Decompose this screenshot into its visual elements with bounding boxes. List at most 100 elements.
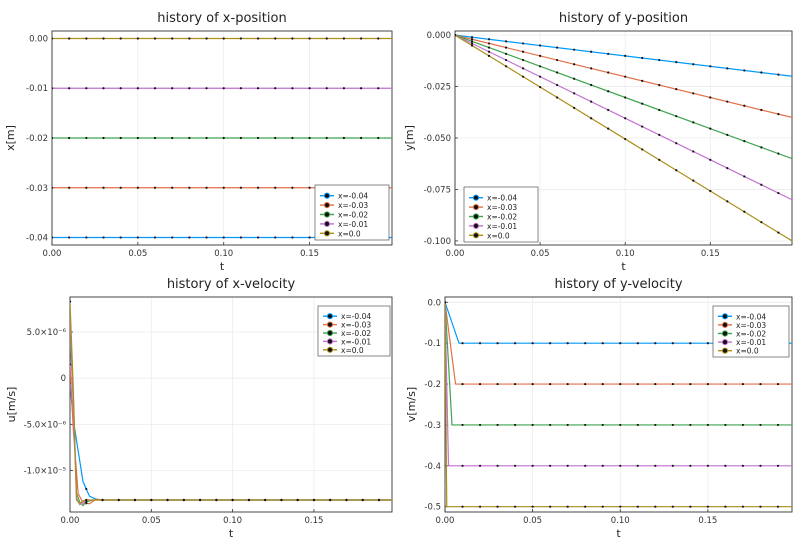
data-point — [607, 127, 610, 130]
data-point — [759, 464, 762, 467]
data-point — [85, 186, 88, 189]
data-point — [345, 498, 348, 502]
data-point — [359, 37, 363, 40]
data-point — [68, 87, 71, 90]
series-line-x=0.0 — [445, 302, 792, 508]
data-point — [359, 136, 363, 140]
data-point — [150, 498, 153, 502]
legend-label: x=-0.01 — [341, 337, 371, 346]
data-point — [760, 183, 763, 186]
legend-marker — [326, 338, 334, 345]
y-tick-label: -0.02 — [26, 134, 48, 144]
data-point — [573, 92, 576, 95]
data-point — [325, 37, 328, 40]
x-tick-label: 0.10 — [214, 249, 233, 259]
data-point — [601, 342, 604, 345]
y-axis-label: x[m] — [4, 125, 17, 151]
x-tick-label: 0.00 — [61, 516, 80, 526]
data-point — [188, 236, 191, 239]
y-tick-label: 0.0 — [427, 298, 441, 308]
data-point — [706, 464, 709, 467]
data-point — [743, 175, 746, 178]
legend: x=-0.04x=-0.03x=-0.02x=-0.01x=0.0 — [317, 305, 391, 357]
data-point — [619, 342, 622, 345]
legend-marker — [323, 192, 331, 199]
legend: x=-0.04x=-0.03x=-0.02x=-0.01x=0.0 — [712, 305, 790, 358]
data-point — [470, 44, 474, 47]
legend-label: x=-0.03 — [736, 321, 766, 330]
data-point — [478, 342, 482, 345]
series-line-x=0.0 — [455, 34, 792, 242]
data-point — [573, 106, 576, 109]
data-point — [539, 75, 542, 78]
data-point — [136, 136, 139, 140]
data-point — [726, 200, 729, 203]
data-point — [85, 500, 88, 503]
legend-label: x=-0.02 — [341, 329, 371, 338]
x-axis-label: t — [616, 527, 621, 540]
data-point — [566, 382, 569, 386]
series-line-x=-0.03 — [455, 34, 792, 119]
x-tick-label: 0.10 — [616, 249, 635, 259]
series-line-x=-0.02 — [70, 336, 392, 507]
data-point — [601, 464, 604, 467]
data-point — [496, 505, 499, 508]
data-point — [308, 37, 311, 40]
data-point — [504, 65, 508, 68]
data-point — [624, 54, 627, 58]
data-point — [689, 505, 692, 508]
legend-marker — [472, 194, 480, 201]
data-point — [689, 423, 692, 427]
data-point — [777, 191, 780, 195]
data-point — [692, 92, 695, 95]
legend: x=-0.04x=-0.03x=-0.02x=-0.01x=0.0 — [314, 184, 390, 241]
data-point — [556, 46, 559, 49]
data-point — [709, 65, 712, 68]
series-group — [455, 34, 792, 242]
legend-marker — [472, 232, 480, 239]
data-point — [102, 37, 105, 40]
y-tick-label: 0 — [61, 374, 66, 384]
data-point — [760, 71, 763, 74]
data-point — [119, 136, 122, 140]
data-point — [136, 236, 139, 239]
data-point — [675, 142, 678, 145]
data-point — [171, 236, 174, 239]
x-tick-label: 0.00 — [446, 249, 465, 259]
data-point — [504, 52, 508, 55]
data-point — [496, 342, 499, 345]
x-tick-label: 0.05 — [128, 249, 147, 259]
data-point — [607, 71, 610, 74]
data-point — [487, 50, 491, 53]
data-point — [776, 505, 780, 508]
data-point — [549, 464, 552, 467]
data-point — [539, 85, 542, 89]
y-tick-label: -0.3 — [424, 421, 441, 431]
data-point — [709, 127, 712, 130]
data-point — [539, 54, 542, 58]
data-point — [654, 382, 657, 386]
legend-marker — [721, 339, 729, 346]
y-tick-label: -0.1 — [424, 339, 441, 349]
legend-label: x=-0.03 — [338, 201, 368, 210]
data-point — [68, 236, 71, 239]
series-line-x=-0.04 — [455, 34, 792, 77]
data-point — [487, 46, 491, 49]
data-point — [607, 52, 610, 55]
series-line-x=-0.01 — [445, 302, 792, 467]
data-point — [566, 423, 569, 427]
data-point — [724, 464, 727, 467]
data-point — [692, 63, 695, 66]
data-point — [239, 136, 242, 140]
data-point — [671, 342, 674, 345]
chart-title: history of x-position — [157, 11, 286, 26]
data-point — [136, 186, 139, 189]
data-point — [743, 104, 746, 107]
data-point — [461, 505, 464, 508]
data-point — [136, 37, 139, 40]
chart-panel-2: 0.00 0.05 0.10 0.15 0.000 -0.025 -0.050 -0.075 -… — [403, 11, 793, 273]
data-point — [153, 186, 157, 189]
data-point — [470, 38, 474, 41]
data-point — [222, 87, 225, 90]
legend-marker — [326, 346, 334, 353]
